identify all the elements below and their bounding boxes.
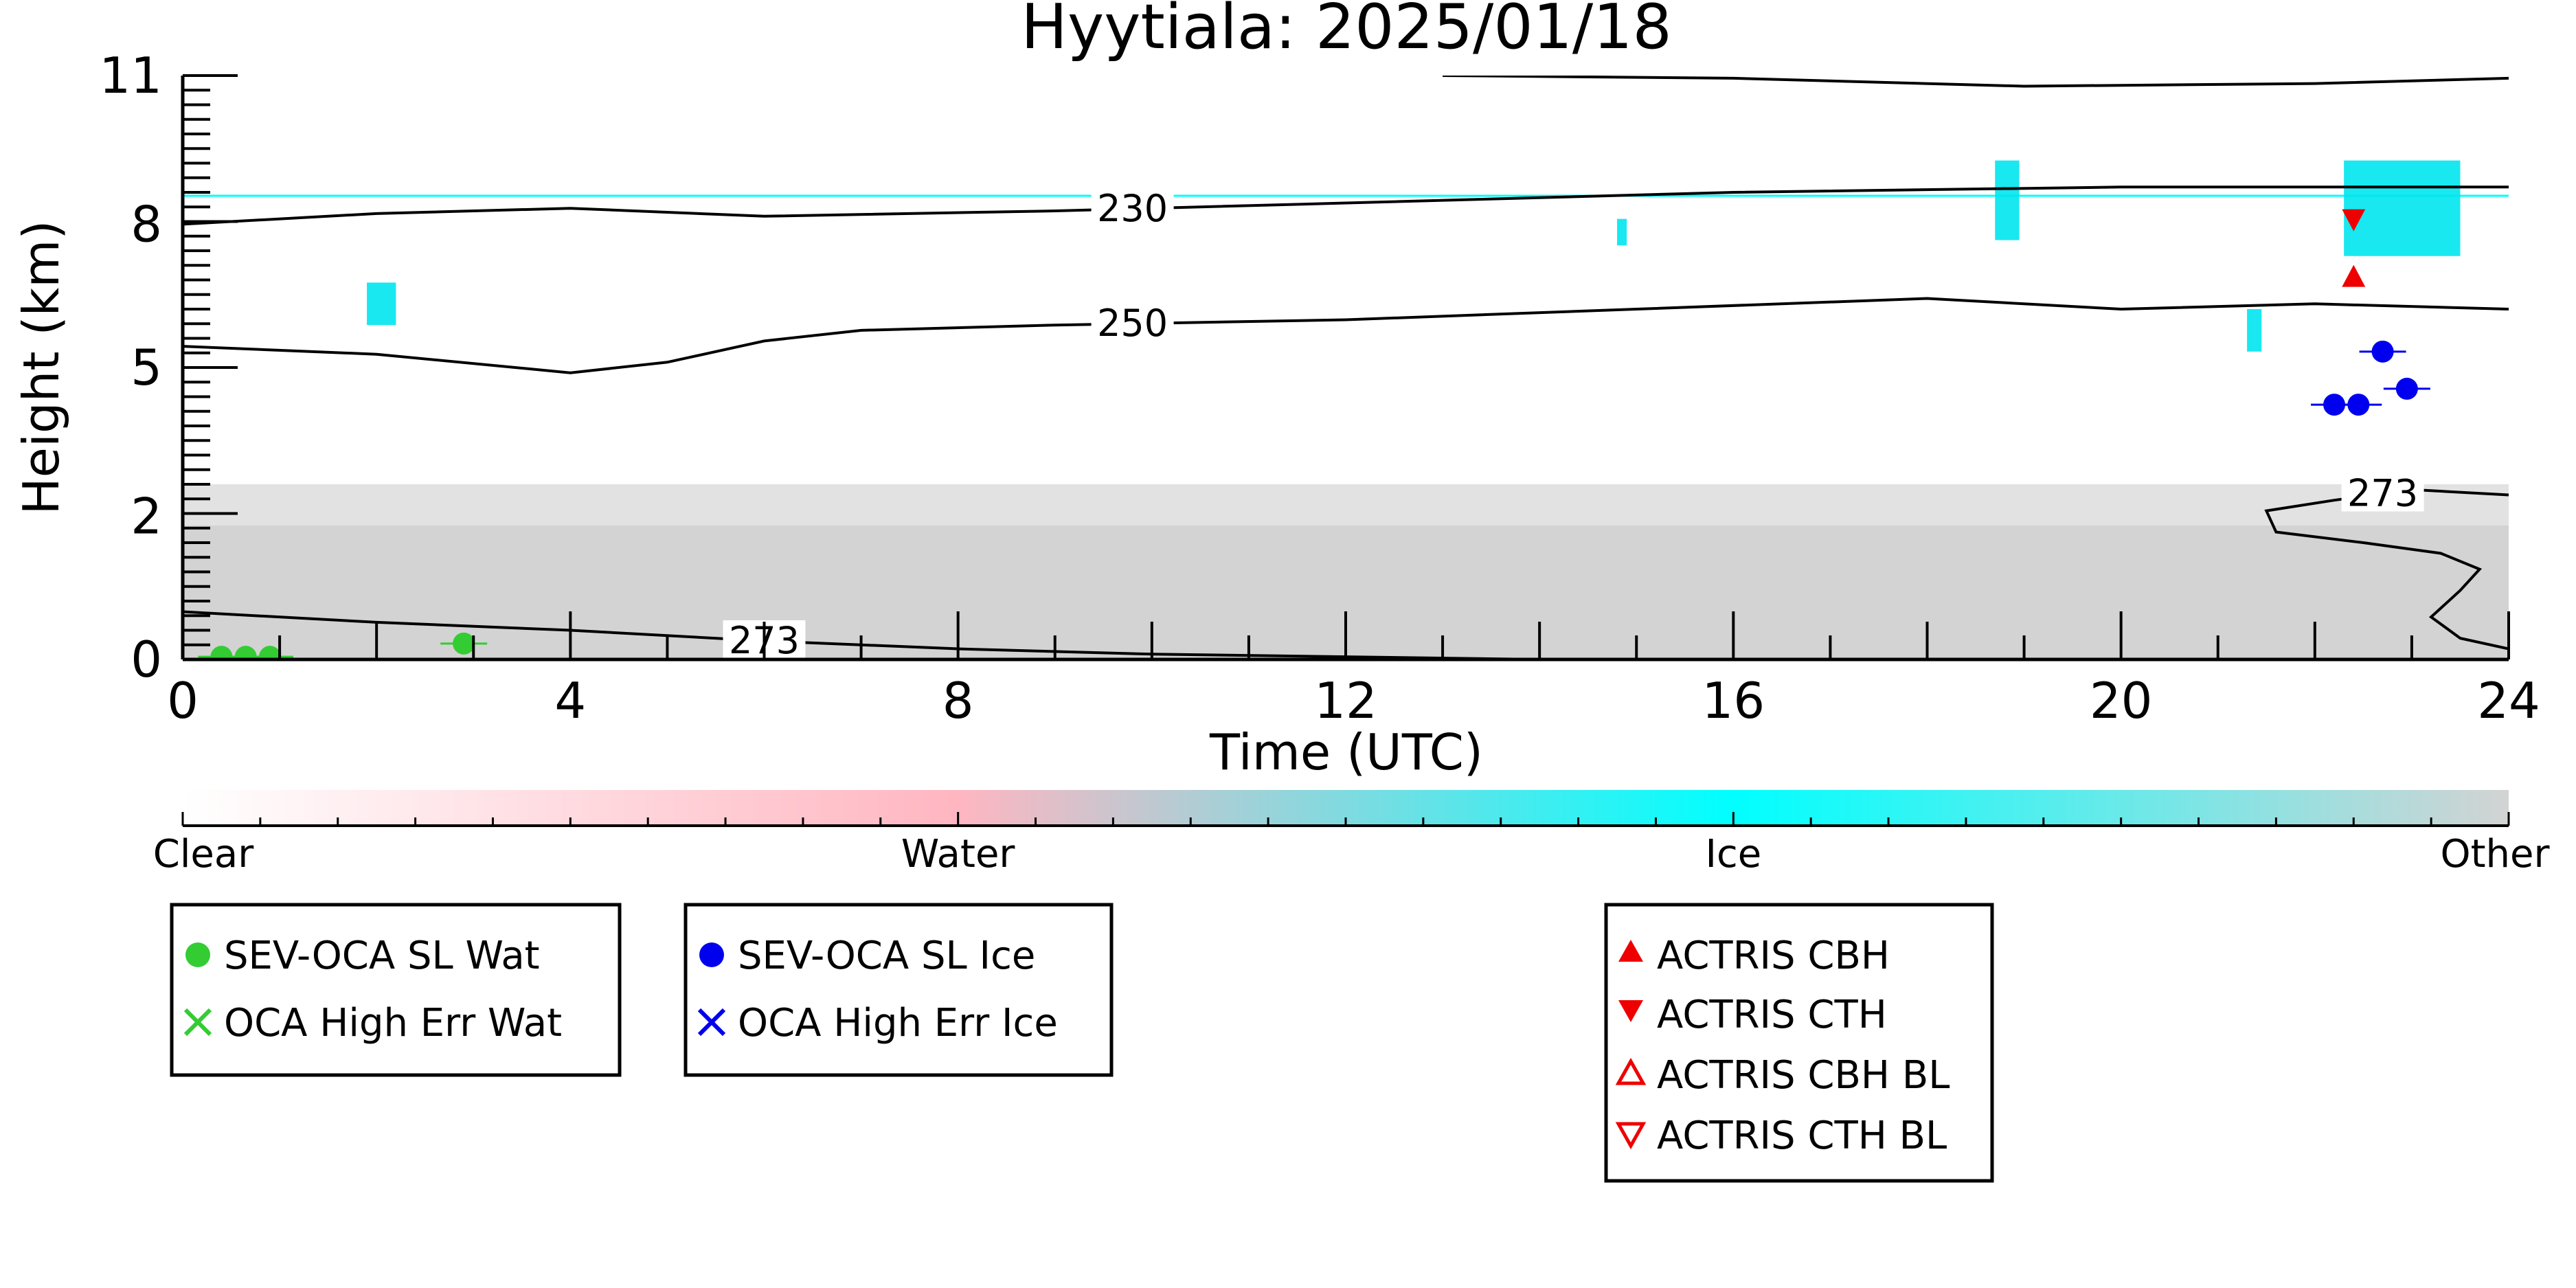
- y-tick-label: 8: [131, 195, 162, 253]
- legend-actris-cbh-bl-label: ACTRIS CBH BL: [1657, 1053, 1950, 1098]
- y-tick-label: 2: [131, 487, 162, 545]
- legend-water-box: [170, 903, 622, 1077]
- x-tick-label: 8: [942, 672, 974, 730]
- legends: SEV-OCA SL Wat OCA High Err Wat SEV-OCA …: [170, 903, 1994, 1183]
- legend-actris-box: [1604, 903, 1994, 1183]
- legend-actris: ACTRIS CBH ACTRIS CTH ACTRIS CBH BL ACTR…: [1604, 903, 1994, 1183]
- x-tick-label: 20: [2090, 672, 2153, 730]
- legend-oca-err-ice-label: OCA High Err Ice: [738, 1001, 1058, 1046]
- x-tick-label: 4: [554, 672, 586, 730]
- ice-patch: [2247, 309, 2262, 352]
- series-point: [2342, 209, 2366, 231]
- legend-sev-oca-wat-label: SEV-OCA SL Wat: [224, 934, 540, 978]
- legend-ice: SEV-OCA SL Ice OCA High Err Ice: [683, 903, 1114, 1077]
- legend-oca-err-ice-marker: [697, 1008, 726, 1037]
- boundary-layer-speckle: [183, 484, 2509, 526]
- x-tick-label: 24: [2477, 672, 2540, 730]
- colorbar-label: Ice: [1705, 832, 1761, 877]
- ice-patch: [1617, 218, 1627, 246]
- legend-actris-cbh-marker: [1618, 940, 1643, 962]
- contour-label: 250: [1097, 302, 1168, 345]
- legend-ice-box: [683, 903, 1114, 1077]
- y-tick-label: 5: [131, 339, 162, 396]
- y-tick-label: 11: [99, 47, 162, 104]
- legend-actris-cbh-bl-marker: [1615, 1057, 1647, 1085]
- colorbar-label: Other: [2440, 832, 2550, 877]
- cloud-markers: [198, 209, 2430, 659]
- chart-title: Hyytiala: 2025/01/18: [1021, 0, 1671, 63]
- contour-label-bg: [1091, 188, 1174, 227]
- colorbar-labels: Clear Water Ice Other: [153, 832, 2551, 877]
- y-tick-label: 0: [131, 631, 162, 688]
- colorbar-ticks: [181, 812, 2510, 826]
- colorbar-label: Clear: [153, 832, 254, 877]
- legend-oca-err-wat-label: OCA High Err Wat: [224, 1001, 562, 1046]
- series-point: [2342, 264, 2366, 287]
- legend-actris-cth-marker: [1618, 1000, 1643, 1022]
- legend-water: SEV-OCA SL Wat OCA High Err Wat: [170, 903, 622, 1077]
- legend-actris-cbh-label: ACTRIS CBH: [1657, 934, 1890, 978]
- x-ticks: 0 4 8 12 16 20 24: [167, 611, 2540, 730]
- x-tick-label: 0: [167, 672, 199, 730]
- legend-sev-oca-ice-label: SEV-OCA SL Ice: [738, 934, 1035, 978]
- x-tick-label: 12: [1314, 672, 1377, 730]
- contour-line: [183, 185, 2509, 226]
- contour-label: 230: [1097, 187, 1168, 230]
- ice-patch: [367, 282, 396, 326]
- legend-sev-oca-wat-marker: [185, 942, 210, 967]
- colorbar: Clear Water Ice Other: [153, 790, 2551, 877]
- legend-actris-cth-bl-marker: [1615, 1122, 1647, 1150]
- contour-label-bg: [1091, 303, 1174, 342]
- y-axis-label: Height (km): [12, 221, 70, 515]
- ice-patches: [367, 160, 2461, 352]
- contour-line: [183, 297, 2509, 374]
- contour-line: [1443, 76, 2509, 88]
- legend-actris-cth-label: ACTRIS CTH: [1657, 993, 1887, 1037]
- ice-patch: [1995, 160, 2020, 240]
- axes: 0 2 5 8 11 0 4 8 12 16 20 24: [99, 47, 2540, 730]
- x-axis-label: Time (UTC): [1209, 723, 1483, 781]
- contour-label: 273: [2347, 472, 2418, 515]
- legend-actris-cth-bl-label: ACTRIS CTH BL: [1657, 1114, 1947, 1158]
- contour-label-bg: [2341, 473, 2424, 512]
- x-tick-label: 16: [1702, 672, 1765, 730]
- legend-oca-err-wat-marker: [183, 1008, 212, 1037]
- ice-patch: [2344, 160, 2461, 256]
- colorbar-label: Water: [901, 832, 1016, 877]
- y-ticks: 0 2 5 8 11: [99, 47, 238, 688]
- legend-sev-oca-ice-marker: [699, 942, 724, 967]
